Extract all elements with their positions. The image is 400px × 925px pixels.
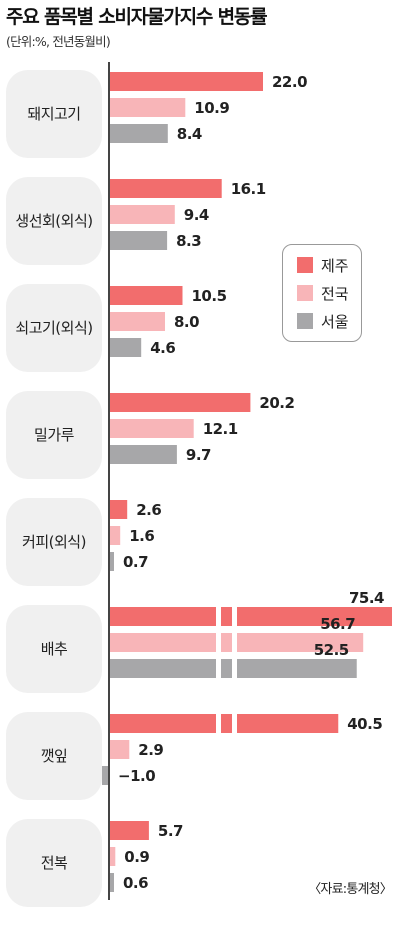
value-label-seoul: 8.4 bbox=[177, 125, 202, 143]
bar-jeju bbox=[110, 286, 183, 305]
bar-seoul bbox=[102, 766, 109, 785]
bar-jeju bbox=[110, 500, 128, 519]
legend-label-seoul: 서울 bbox=[321, 312, 349, 331]
category-box bbox=[6, 70, 102, 158]
legend-label-jeju: 제주 bbox=[321, 256, 349, 275]
category-label: 돼지고기 bbox=[27, 105, 80, 123]
category-label: 전복 bbox=[41, 854, 68, 872]
value-label-national: 10.9 bbox=[194, 99, 229, 117]
category-label: 깻잎 bbox=[41, 747, 68, 765]
bar-jeju bbox=[110, 393, 251, 412]
bar-national bbox=[110, 740, 130, 759]
legend: 제주 전국 서울 bbox=[282, 244, 362, 342]
value-label-seoul: 4.6 bbox=[150, 339, 175, 357]
category-box bbox=[6, 391, 102, 479]
bar-seoul bbox=[110, 552, 114, 571]
category-box bbox=[6, 498, 102, 586]
value-label-national: 12.1 bbox=[203, 420, 238, 438]
value-label-seoul: 8.3 bbox=[176, 232, 201, 250]
axis-break-mark bbox=[232, 658, 237, 679]
axis-break-mark bbox=[232, 713, 237, 734]
value-label-national: 9.4 bbox=[184, 206, 209, 224]
bar-seoul bbox=[110, 873, 114, 892]
chart-title: 주요 품목별 소비자물가지수 변동률 bbox=[6, 6, 268, 28]
value-label-national: 2.9 bbox=[138, 741, 163, 759]
category-box bbox=[6, 712, 102, 800]
axis-break-mark bbox=[216, 606, 221, 627]
legend-item-national: 전국 bbox=[297, 283, 349, 303]
bar-national bbox=[110, 847, 116, 866]
category-box bbox=[6, 177, 102, 265]
value-label-seoul: −1.0 bbox=[118, 767, 155, 785]
value-label-national: 1.6 bbox=[129, 527, 154, 545]
value-label-jeju: 16.1 bbox=[231, 180, 266, 198]
value-label-seoul: 0.7 bbox=[123, 553, 148, 571]
value-label-jeju: 75.4 bbox=[349, 589, 384, 607]
legend-swatch-national bbox=[297, 285, 313, 301]
bar-national bbox=[110, 312, 165, 331]
legend-item-seoul: 서울 bbox=[297, 311, 349, 331]
bar-seoul bbox=[110, 338, 142, 357]
source-note: 〈자료:통계청〉 bbox=[308, 882, 393, 897]
bar-seoul bbox=[110, 231, 168, 250]
axis-break-mark bbox=[232, 606, 237, 627]
legend-swatch-seoul bbox=[297, 313, 313, 329]
category-label: 생선회(외식) bbox=[15, 212, 92, 230]
value-label-jeju: 10.5 bbox=[192, 287, 227, 305]
category-box bbox=[6, 284, 102, 372]
category-label: 커피(외식) bbox=[22, 533, 86, 551]
bar-jeju bbox=[110, 179, 222, 198]
bar-jeju bbox=[110, 607, 392, 626]
value-label-national: 0.9 bbox=[124, 848, 149, 866]
bar-national bbox=[110, 526, 121, 545]
unit-note: (단위:%, 전년동월비) bbox=[6, 34, 111, 49]
bar-jeju bbox=[110, 72, 263, 91]
bar-seoul bbox=[110, 124, 168, 143]
category-label: 쇠고기(외식) bbox=[15, 319, 92, 337]
legend-swatch-jeju bbox=[297, 257, 313, 273]
category-label: 배추 bbox=[41, 640, 68, 658]
value-label-jeju: 20.2 bbox=[259, 394, 294, 412]
bar-national bbox=[110, 205, 175, 224]
bar-jeju bbox=[110, 714, 339, 733]
value-label-national: 8.0 bbox=[174, 313, 199, 331]
axis-break-mark bbox=[216, 713, 221, 734]
value-label-seoul: 52.5 bbox=[314, 641, 349, 659]
value-label-jeju: 40.5 bbox=[347, 715, 382, 733]
legend-item-jeju: 제주 bbox=[297, 255, 349, 275]
bar-national bbox=[110, 419, 194, 438]
value-label-jeju: 5.7 bbox=[158, 822, 183, 840]
value-label-jeju: 22.0 bbox=[272, 73, 307, 91]
value-label-seoul: 0.6 bbox=[123, 874, 148, 892]
value-label-national: 56.7 bbox=[320, 615, 355, 633]
value-label-seoul: 9.7 bbox=[186, 446, 211, 464]
value-label-jeju: 2.6 bbox=[136, 501, 161, 519]
category-box bbox=[6, 605, 102, 693]
axis-break-mark bbox=[216, 632, 221, 653]
bar-jeju bbox=[110, 821, 149, 840]
category-label: 밀가루 bbox=[34, 426, 75, 444]
bar-national bbox=[110, 98, 186, 117]
category-box bbox=[6, 819, 102, 907]
axis-break-mark bbox=[216, 658, 221, 679]
bar-seoul bbox=[110, 445, 177, 464]
legend-label-national: 전국 bbox=[321, 284, 349, 303]
axis-break-mark bbox=[232, 632, 237, 653]
